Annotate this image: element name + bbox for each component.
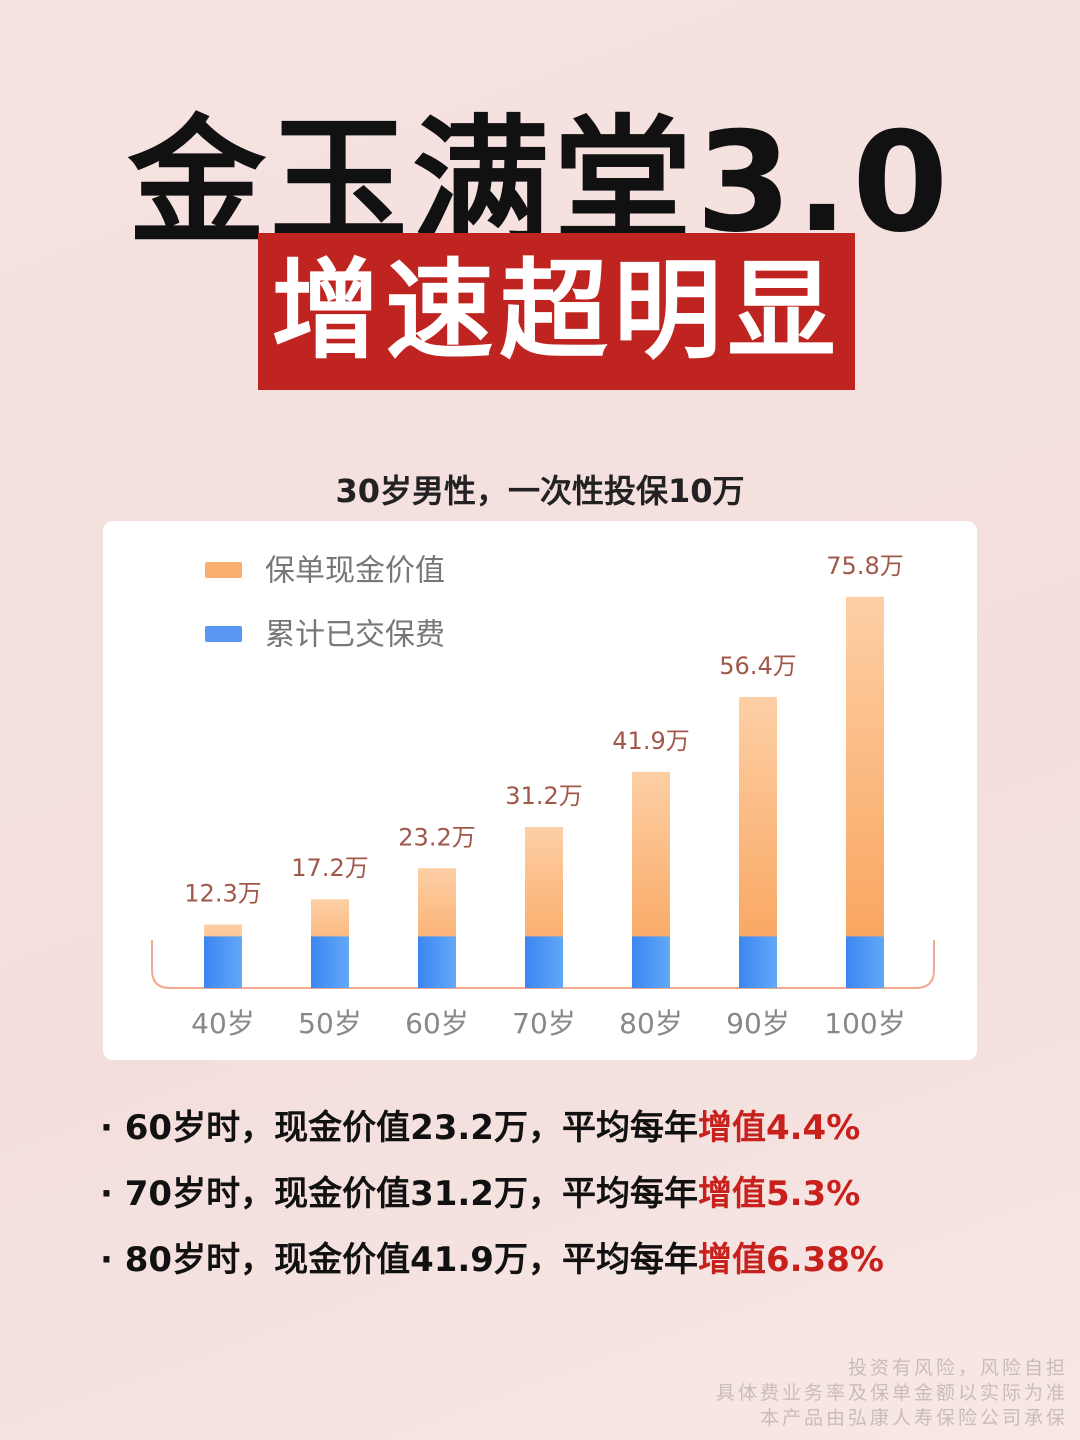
bar [525, 936, 563, 988]
value-label: 56.4万 [719, 652, 796, 680]
value-label: 41.9万 [612, 727, 689, 755]
bar [739, 936, 777, 988]
bullet-highlight: 增值4.4% [697, 1108, 861, 1148]
bullet-text: 60岁时，现金价值23.2万，平均每年 [124, 1108, 698, 1148]
x-tick-label: 60岁 [405, 1007, 469, 1040]
value-label: 17.2万 [291, 854, 368, 882]
bar [418, 936, 456, 988]
bullet: · 80岁时，现金价值41.9万，平均每年增值6.38% [100, 1240, 884, 1280]
value-label: 12.3万 [184, 880, 261, 908]
x-tick-label: 40岁 [191, 1007, 255, 1040]
footer: 投资有风险，风险自担 具体费业务率及保单金额以实际为准 本产品由弘康人寿保险公司… [716, 1356, 1068, 1431]
bullet-text: 70岁时，现金价值31.2万，平均每年 [124, 1174, 698, 1214]
footer-line: 投资有风险，风险自担 [847, 1357, 1068, 1379]
legend-label: 累计已交保费 [265, 618, 445, 653]
x-tick-label: 100岁 [824, 1007, 905, 1040]
x-tick-label: 50岁 [298, 1007, 362, 1040]
bullet-text: 80岁时，现金价值41.9万，平均每年 [124, 1240, 698, 1280]
legend-swatch [205, 562, 242, 578]
bullet-highlight: 增值6.38% [697, 1240, 884, 1280]
legend-label: 保单现金价值 [265, 554, 445, 589]
x-tick-label: 90岁 [726, 1007, 790, 1040]
value-label: 75.8万 [826, 552, 903, 580]
value-label: 23.2万 [398, 823, 475, 851]
x-tick-label: 70岁 [512, 1007, 576, 1040]
value-label: 31.2万 [505, 782, 582, 810]
subtitle: 增速超明显 [258, 233, 855, 390]
footer-line: 具体费业务率及保单金额以实际为准 [715, 1382, 1068, 1404]
bullet: · 70岁时，现金价值31.2万，平均每年增值5.3% [100, 1174, 861, 1214]
bar [632, 936, 670, 988]
bar [204, 936, 242, 988]
chart-title: 30岁男性，一次性投保10万 [335, 472, 745, 510]
x-tick-label: 80岁 [619, 1007, 683, 1040]
legend-swatch [205, 626, 242, 642]
bar [846, 596, 884, 988]
footer-line: 本产品由弘康人寿保险公司承保 [759, 1407, 1068, 1429]
bullet: · 60岁时，现金价值23.2万，平均每年增值4.4% [100, 1108, 861, 1148]
bullet-highlight: 增值5.3% [697, 1174, 861, 1214]
bar [846, 936, 884, 988]
bar [311, 936, 349, 988]
